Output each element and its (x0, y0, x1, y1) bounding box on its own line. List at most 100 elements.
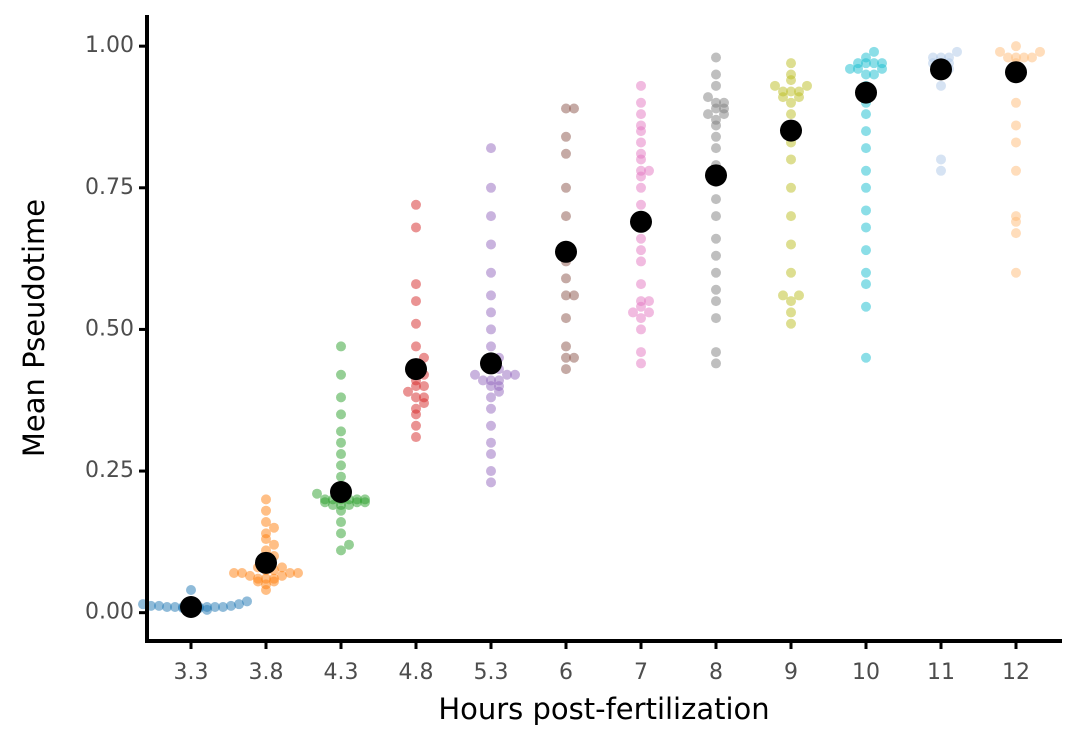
point (861, 143, 871, 154)
point (269, 573, 279, 584)
x-axis-title: Hours post-fertilization (438, 692, 769, 726)
point (711, 296, 721, 307)
point (486, 466, 496, 477)
point (170, 602, 180, 613)
point (636, 313, 646, 324)
point (711, 267, 721, 278)
point (711, 211, 721, 222)
point (486, 403, 496, 414)
point (861, 182, 871, 193)
point (419, 381, 429, 392)
x-tick-label: 11 (927, 660, 955, 685)
point (861, 69, 871, 80)
point (636, 199, 646, 210)
point (411, 296, 421, 307)
mean-point (480, 352, 502, 375)
point (853, 58, 863, 69)
point (877, 58, 887, 69)
x-tick-label: 4.8 (399, 660, 434, 685)
point (861, 352, 871, 363)
x-tick-label: 9 (784, 660, 798, 685)
point (786, 109, 796, 120)
point (1019, 52, 1029, 63)
point (242, 596, 252, 607)
point (277, 562, 287, 573)
mean-point (555, 240, 577, 263)
point (561, 103, 571, 114)
mean-point (705, 164, 727, 187)
y-tick-label: 0.25 (85, 458, 134, 483)
x-tick-label: 3.8 (249, 660, 284, 685)
point (636, 120, 646, 131)
point (561, 182, 571, 193)
x-tick-label: 12 (1002, 660, 1030, 685)
point (320, 494, 330, 505)
point (411, 279, 421, 290)
point (261, 505, 271, 516)
point (636, 233, 646, 244)
point (312, 488, 322, 499)
point (510, 369, 520, 380)
point (711, 233, 721, 244)
point (336, 409, 346, 420)
point (1011, 228, 1021, 239)
point (711, 69, 721, 80)
point (861, 301, 871, 312)
point (861, 267, 871, 278)
point (245, 570, 255, 581)
point (486, 324, 496, 335)
point (569, 352, 579, 363)
point (154, 600, 164, 611)
point (486, 211, 496, 222)
point (336, 437, 346, 448)
point (719, 97, 729, 108)
point (253, 573, 263, 584)
point (486, 477, 496, 488)
point (486, 420, 496, 431)
point (269, 539, 279, 550)
point (936, 154, 946, 165)
point (419, 392, 429, 403)
y-tick-label: 0.75 (85, 175, 134, 200)
mean-point (930, 58, 952, 81)
point (561, 364, 571, 375)
point (569, 290, 579, 301)
point (636, 165, 646, 176)
point (1011, 52, 1021, 63)
point (636, 80, 646, 91)
point (411, 318, 421, 329)
mean-point (1005, 61, 1027, 84)
point (486, 449, 496, 460)
point (561, 211, 571, 222)
point (995, 46, 1005, 57)
point (636, 97, 646, 108)
point (202, 604, 212, 615)
point (561, 273, 571, 284)
point (1003, 52, 1013, 63)
point (186, 585, 196, 596)
point (336, 545, 346, 556)
point (628, 307, 638, 318)
point (636, 137, 646, 148)
point (561, 131, 571, 142)
point (336, 471, 346, 482)
point (1027, 52, 1037, 63)
point (486, 307, 496, 318)
point (711, 80, 721, 91)
point (411, 403, 421, 414)
point (636, 256, 646, 267)
point (778, 86, 788, 97)
point (869, 58, 879, 69)
point (786, 58, 796, 69)
point (352, 494, 362, 505)
point (711, 52, 721, 63)
point (786, 211, 796, 222)
point (411, 222, 421, 233)
point (336, 517, 346, 528)
point (336, 369, 346, 380)
point (494, 375, 504, 386)
point (561, 148, 571, 159)
point (486, 437, 496, 448)
point (162, 602, 172, 613)
point (1035, 46, 1045, 57)
